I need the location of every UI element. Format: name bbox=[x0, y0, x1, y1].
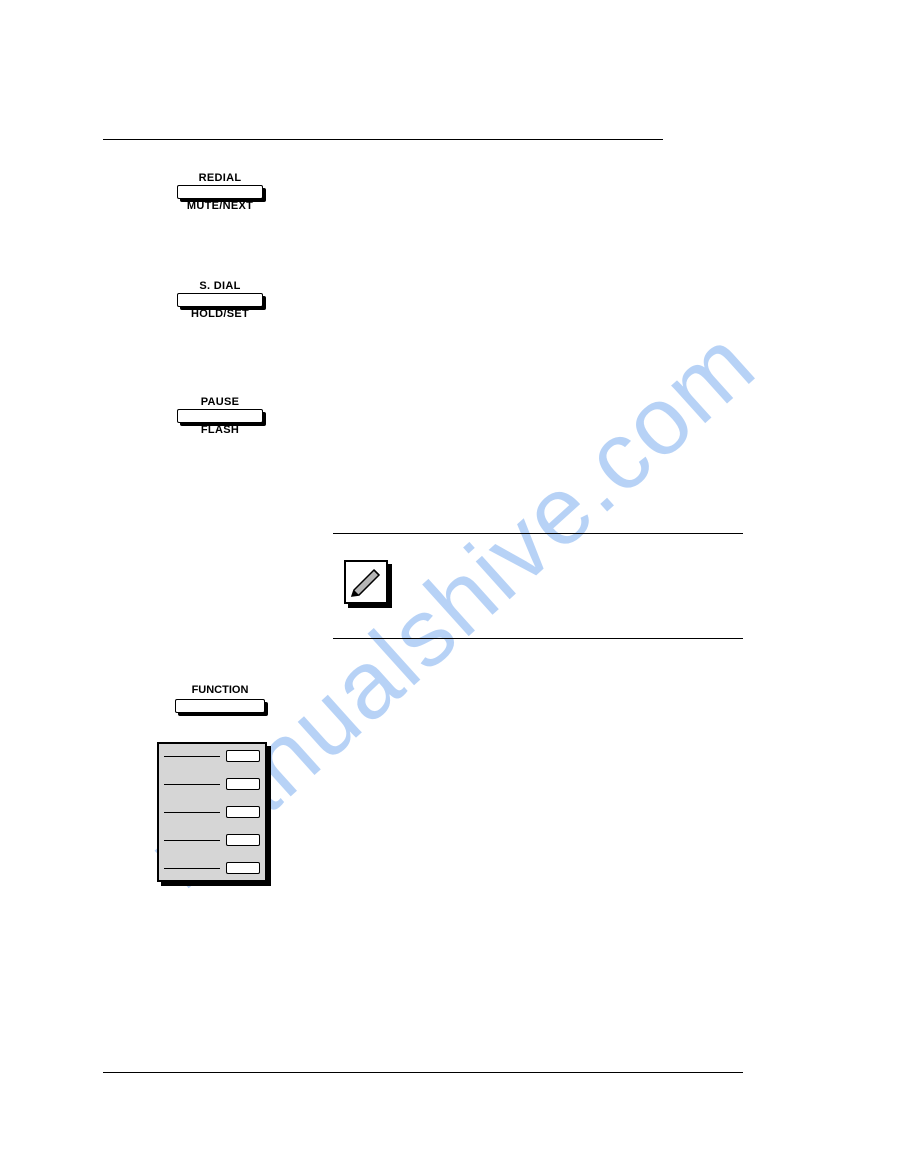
redial-key-box bbox=[177, 185, 263, 199]
pause-bot-label: FLASH bbox=[170, 424, 270, 436]
function-key: FUNCTION bbox=[168, 680, 272, 713]
redial-bot-label: MUTE/NEXT bbox=[170, 200, 270, 212]
rapid-row bbox=[164, 834, 260, 846]
pause-key: PAUSE FLASH bbox=[170, 396, 270, 436]
sdial-top-label: S. DIAL bbox=[170, 280, 270, 292]
rapid-line bbox=[164, 868, 220, 869]
sdial-bot-label: HOLD/SET bbox=[170, 308, 270, 320]
redial-key: REDIAL MUTE/NEXT bbox=[170, 172, 270, 212]
sdial-key-box bbox=[177, 293, 263, 307]
rapid-line bbox=[164, 756, 220, 757]
sdial-key: S. DIAL HOLD/SET bbox=[170, 280, 270, 320]
page: manualshive.com REDIAL MUTE/NEXT S. DIAL… bbox=[0, 0, 902, 1172]
note-icon bbox=[344, 560, 388, 604]
rapid-key-chip bbox=[226, 834, 260, 846]
rapid-line bbox=[164, 784, 220, 785]
rule-bottom bbox=[103, 1072, 743, 1073]
rapid-row bbox=[164, 806, 260, 818]
rapid-key-chip bbox=[226, 806, 260, 818]
pencil-icon bbox=[346, 562, 386, 602]
rapid-line bbox=[164, 812, 220, 813]
redial-top-label: REDIAL bbox=[170, 172, 270, 184]
rule-top bbox=[103, 139, 663, 140]
rapid-line bbox=[164, 840, 220, 841]
rapid-row bbox=[164, 750, 260, 762]
pause-key-box bbox=[177, 409, 263, 423]
rapid-row bbox=[164, 778, 260, 790]
rule-mid-2 bbox=[333, 638, 743, 639]
rapid-key-chip bbox=[226, 778, 260, 790]
pause-top-label: PAUSE bbox=[170, 396, 270, 408]
function-label: FUNCTION bbox=[192, 684, 249, 696]
rapid-key-chip bbox=[226, 750, 260, 762]
rule-mid-1 bbox=[333, 533, 743, 534]
rapid-key-chip bbox=[226, 862, 260, 874]
rapid-keys-panel bbox=[157, 742, 267, 882]
rapid-row bbox=[164, 862, 260, 874]
function-key-box bbox=[175, 699, 265, 713]
